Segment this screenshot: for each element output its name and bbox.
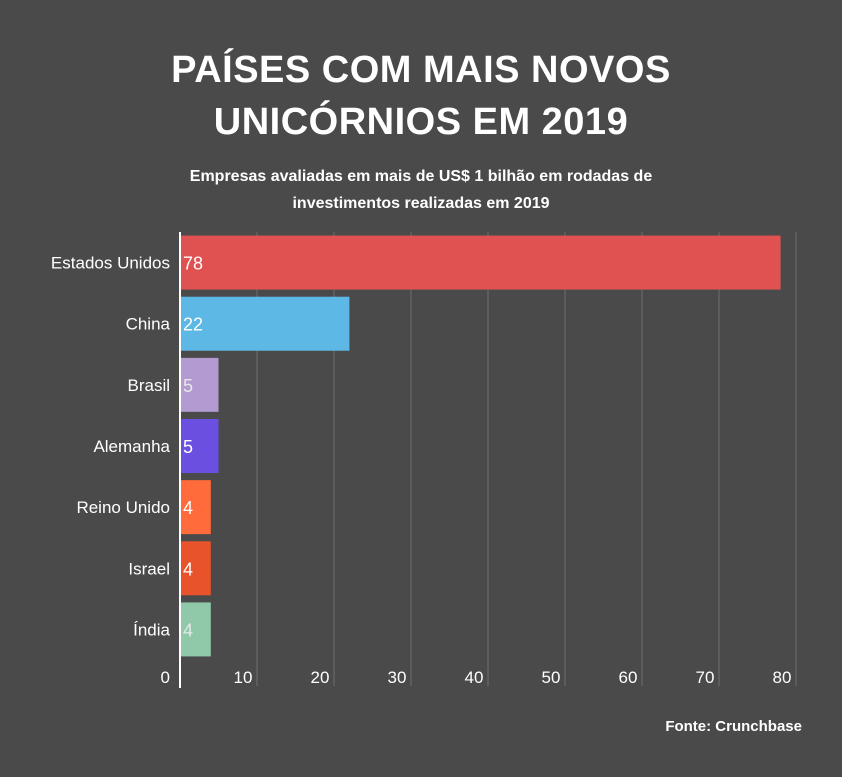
category-label: Alemanha (93, 437, 170, 456)
data-label: 5 (183, 376, 193, 396)
grid-lines (256, 232, 797, 686)
chart-subtitle: Empresas avaliadas em mais de US$ 1 bilh… (0, 163, 842, 217)
category-labels: Estados Unidos China Brasil Alemanha Reino U… (51, 254, 171, 640)
x-tick-label: 30 (388, 668, 407, 687)
category-label: Índia (133, 620, 170, 639)
x-tick-label: 80 (773, 668, 792, 687)
x-tick-label: 70 (696, 668, 715, 687)
x-tick-label: 40 (465, 668, 484, 687)
bar (180, 541, 211, 596)
data-label: 5 (183, 437, 193, 457)
bar (180, 296, 350, 351)
chart-title: PAÍSES COM MAIS NOVOS UNICÓRNIOS EM 2019 (0, 44, 842, 148)
data-label: 4 (183, 498, 193, 518)
category-label: Estados Unidos (51, 254, 170, 273)
value-labels: 78 22 5 5 4 4 4 (183, 254, 203, 641)
bars (180, 235, 781, 657)
x-tick-label: 60 (619, 668, 638, 687)
data-label: 78 (183, 254, 203, 274)
source-note: Fonte: Crunchbase (665, 718, 802, 735)
x-tick-label: 10 (234, 668, 253, 687)
data-label: 22 (183, 315, 203, 335)
chart-subtitle-text: Empresas avaliadas em mais de US$ 1 bilh… (189, 168, 653, 212)
category-label: Reino Unido (76, 498, 170, 517)
category-label: Israel (128, 559, 170, 578)
data-label: 4 (183, 620, 193, 640)
data-label: 4 (183, 559, 193, 579)
x-tick-label: 0 (161, 668, 170, 687)
bar (180, 602, 211, 657)
x-tick-label: 20 (311, 668, 330, 687)
bar (180, 357, 219, 412)
x-tick-label: 50 (542, 668, 561, 687)
category-label: China (126, 315, 171, 334)
x-tick-labels: 0 10 20 30 40 50 60 70 80 (161, 668, 792, 687)
bar (180, 419, 219, 473)
chart-title-text: PAÍSES COM MAIS NOVOS UNICÓRNIOS EM 2019 (171, 49, 671, 143)
bar (180, 480, 211, 535)
category-label: Brasil (127, 376, 170, 395)
bar (180, 235, 781, 290)
